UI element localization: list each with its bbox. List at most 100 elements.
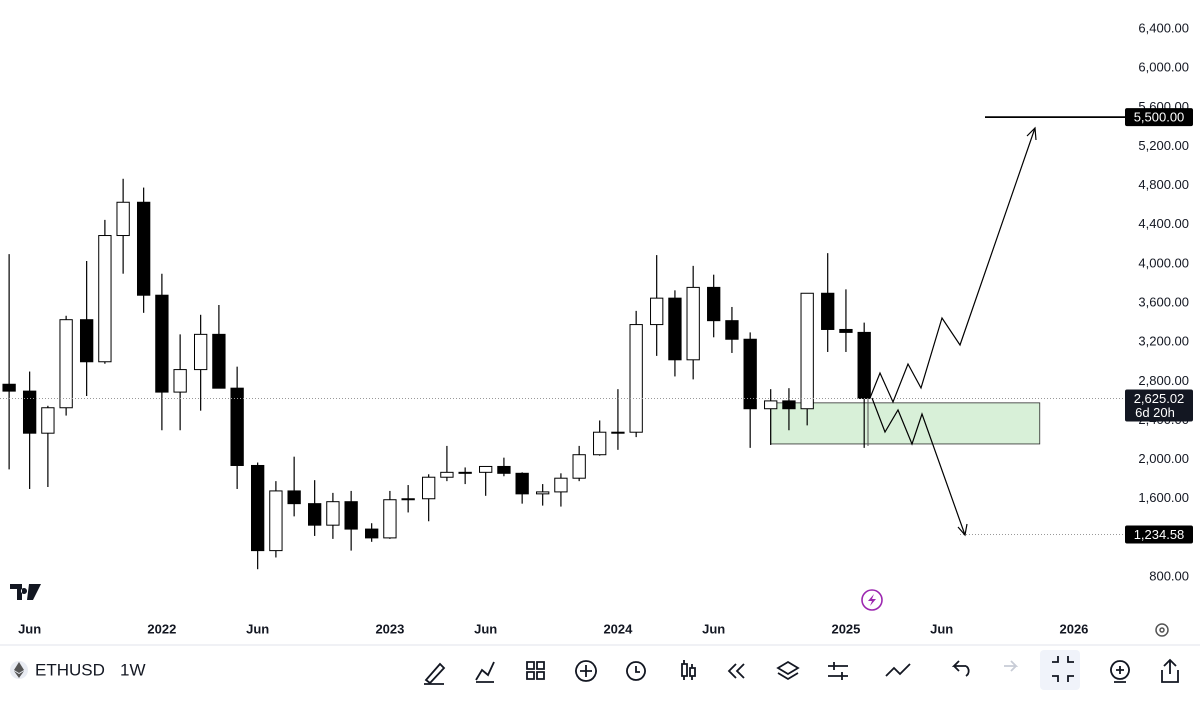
alert[interactable] <box>626 661 646 681</box>
y-tick-label: 6,000.00 <box>1138 60 1189 75</box>
indicators[interactable] <box>475 661 495 683</box>
candle-body <box>79 319 94 363</box>
redo[interactable] <box>1004 660 1019 672</box>
candle-body <box>782 400 796 410</box>
x-tick-label: Jun <box>18 621 41 636</box>
candle-body <box>536 491 550 495</box>
candle-body <box>193 333 208 371</box>
settings[interactable] <box>828 662 848 680</box>
candle-body <box>479 465 493 473</box>
candle-body <box>365 528 379 539</box>
candle-body <box>308 503 322 526</box>
symbol[interactable]: ETHUSD <box>35 660 105 679</box>
candle-body <box>287 490 301 505</box>
x-tick-label: 2025 <box>831 621 860 636</box>
share[interactable] <box>1161 658 1179 683</box>
candle-body <box>98 235 112 363</box>
y-tick-label: 4,800.00 <box>1138 177 1189 192</box>
candle-body <box>401 498 415 501</box>
candle-body <box>173 369 187 393</box>
candle-body <box>554 477 568 493</box>
candle-body <box>458 471 472 474</box>
candle-body <box>611 431 625 434</box>
candle-body <box>212 333 226 389</box>
countdown: 6d 20h <box>1135 405 1175 420</box>
x-tick-label: 2024 <box>603 621 633 636</box>
x-tick-label: 2026 <box>1059 621 1088 636</box>
layouts[interactable] <box>526 661 545 680</box>
symbol-button[interactable]: ETHUSD <box>10 660 105 679</box>
candle-body <box>725 320 739 340</box>
candle-body <box>650 297 664 326</box>
candle-body <box>668 297 682 361</box>
arrow-head <box>957 523 968 537</box>
trend[interactable] <box>885 663 911 677</box>
x-tick-label: Jun <box>702 621 725 636</box>
candle-body <box>707 286 721 322</box>
candle-body <box>251 464 265 552</box>
add[interactable] <box>575 660 597 682</box>
zone <box>770 402 1041 445</box>
arrow-head <box>1026 126 1037 141</box>
candle-body <box>59 319 73 409</box>
price-badge <box>1125 108 1193 127</box>
settings-button[interactable] <box>1155 623 1169 637</box>
draw-tool[interactable] <box>424 662 446 685</box>
candle-body <box>497 465 511 474</box>
candle-body <box>764 400 778 410</box>
candle-body <box>800 292 814 410</box>
candle-body <box>857 331 871 399</box>
objects[interactable] <box>776 660 800 681</box>
candle-body <box>629 324 643 433</box>
x-tick-label: 2023 <box>375 621 404 636</box>
candle-body <box>116 201 130 237</box>
candle-body <box>269 490 283 552</box>
candle-body <box>383 499 397 539</box>
x-tick-label: Jun <box>474 621 497 636</box>
candle-body <box>743 338 757 410</box>
price-label: 2,625.02 <box>1134 391 1185 406</box>
y-tick-label: 6,400.00 <box>1138 20 1189 35</box>
logo <box>10 584 41 600</box>
candle-body <box>515 472 529 495</box>
candle-body <box>572 454 586 479</box>
projection-up <box>869 127 1036 404</box>
fullscreen[interactable] <box>1052 656 1074 682</box>
lightning-button[interactable] <box>861 589 883 611</box>
candle-body <box>155 294 169 393</box>
candle-body <box>821 292 835 330</box>
candle-body <box>41 407 55 434</box>
y-tick-label: 2,800.00 <box>1138 373 1189 388</box>
candle-body <box>344 501 358 530</box>
undo[interactable] <box>951 660 970 677</box>
projection-down <box>871 397 966 536</box>
candle-body <box>136 201 151 296</box>
price-badge <box>1125 525 1193 544</box>
y-tick-label: 5,200.00 <box>1138 138 1189 153</box>
candle-body <box>2 383 16 392</box>
x-tick-label: 2022 <box>147 621 176 636</box>
x-tick-label: Jun <box>930 621 953 636</box>
candle-body <box>22 390 37 434</box>
candle-body <box>686 286 700 361</box>
interval[interactable]: 1W <box>120 660 146 679</box>
candle-body <box>593 431 607 456</box>
y-tick-label: 3,600.00 <box>1138 294 1189 309</box>
chart-type[interactable] <box>681 660 696 680</box>
y-tick-label: 4,400.00 <box>1138 216 1189 231</box>
toolbar-icons <box>424 650 1179 690</box>
candle-body <box>422 476 436 500</box>
replay[interactable] <box>727 663 745 679</box>
candle-body <box>230 387 244 466</box>
candle-body <box>440 471 454 478</box>
candle-body <box>839 328 853 333</box>
y-tick-label: 800.00 <box>1149 568 1189 583</box>
y-tick-label: 2,000.00 <box>1138 451 1189 466</box>
watchlist[interactable] <box>1110 660 1130 683</box>
y-tick-label: 4,000.00 <box>1138 255 1189 270</box>
plot: 800.001,600.002,000.002,400.002,800.003,… <box>0 20 1189 636</box>
x-tick-label: Jun <box>246 621 269 636</box>
candle-body <box>326 501 340 526</box>
